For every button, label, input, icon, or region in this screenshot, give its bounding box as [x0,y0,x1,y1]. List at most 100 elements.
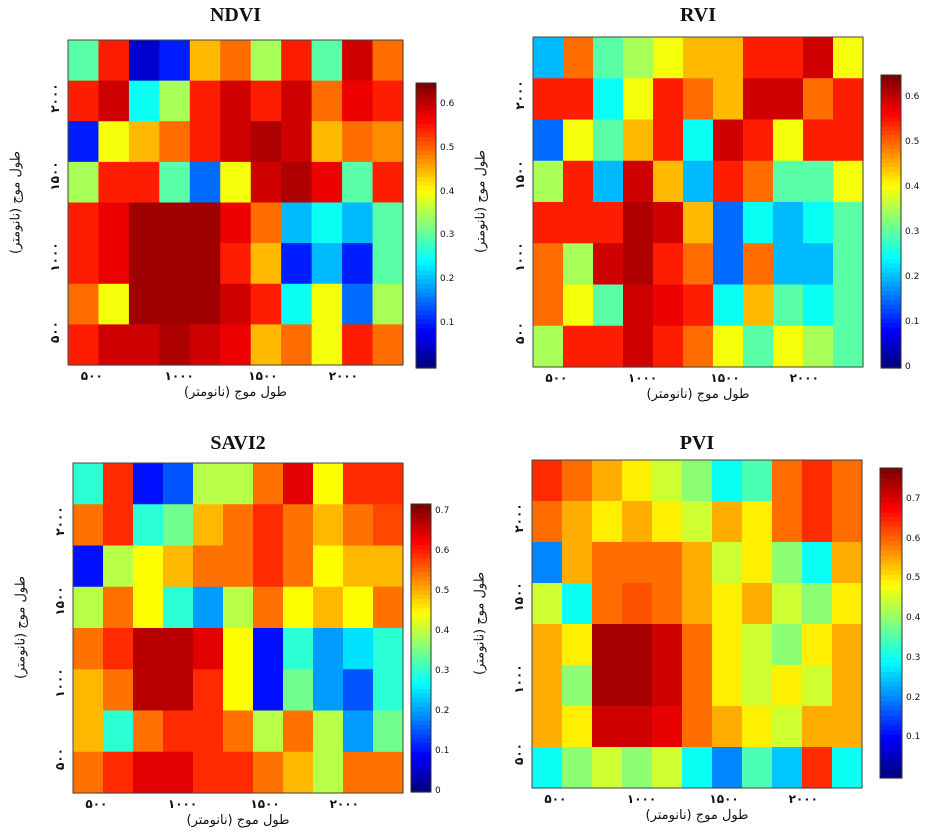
colorbar-segment [416,278,436,284]
colorbar-segment [416,221,436,227]
heatmap-cell [652,583,683,625]
colorbar-segment [416,127,436,133]
heatmap-cell [250,161,282,204]
colorbar-segment [880,753,902,760]
heatmap-cell [128,243,160,285]
heatmap-cell [343,463,374,505]
heatmap-cell [622,460,653,502]
heatmap-cell [743,284,774,327]
heatmap-cell [562,583,593,625]
colorbar-segment [880,584,902,590]
heatmap-cell [743,202,774,244]
heatmap-plot [72,462,404,794]
colorbar-segment [880,700,902,706]
heatmap-cell [223,710,254,753]
colorbar-tick-label: 0.6 [905,91,920,102]
heatmap-cell [68,202,100,244]
x-tick-label: ۱۰۰۰ [626,792,657,806]
colorbar-segment [411,553,431,559]
colorbar-segment [416,172,436,178]
heatmap-cell [652,665,683,707]
colorbar-segment [411,621,431,627]
heatmap-cell [373,586,404,629]
colorbar-segment [411,715,431,721]
colorbar-segment [881,221,901,227]
heatmap-cell [533,119,564,162]
heatmap-cell [372,202,404,244]
colorbar-segment [411,733,431,739]
heatmap-cell [653,119,684,162]
colorbar-segment [880,569,902,576]
heatmap-cell [372,40,404,82]
heatmap-cell [773,325,804,368]
colorbar-segment [880,492,902,498]
heatmap-cell [803,160,834,203]
heatmap-cell [253,669,284,712]
heatmap-cell [682,706,713,748]
y-tick-label: ۵۰۰ [48,320,62,343]
heatmap-cell [563,78,594,121]
heatmap-cell [593,119,624,162]
colorbar-segment [411,535,431,541]
heatmap-cell [623,160,654,203]
colorbar-segment [881,299,901,305]
heatmap-cell [313,669,344,712]
y-tick-label: ۲۰۰۰ [512,503,526,533]
heatmap-cell [128,80,160,122]
heatmap-cell [103,628,134,670]
y-tick-label: ۱۰۰۰ [512,664,526,694]
x-tick-label: ۱۰۰۰ [167,797,198,811]
heatmap-cell [742,501,773,543]
heatmap-cell [343,669,374,712]
heatmap-cell [220,324,252,366]
heatmap-cell [773,37,804,79]
heatmap-cell [98,121,130,163]
heatmap-cell [562,501,593,543]
heatmap-cell [682,583,713,625]
colorbar-tick-label: 0.5 [905,136,920,147]
colorbar-segment [881,129,901,136]
heatmap-cell [283,751,314,794]
colorbar-segment [416,327,436,333]
colorbar-tick-label: 0.2 [906,692,921,703]
colorbar-segment [881,363,901,369]
heatmap-cell [103,710,134,753]
colorbar-segment [881,276,901,282]
heatmap-cell [313,545,344,588]
colorbar-segment [880,681,902,687]
colorbar-tick-label: 0.4 [435,626,450,636]
colorbar-segment [880,705,902,711]
heatmap-cell [133,628,164,670]
colorbar-segment [416,359,436,365]
heatmap-cell [73,545,104,588]
heatmap-cell [713,284,744,327]
heatmap-cell [189,80,221,122]
heatmap-cell [223,504,254,547]
heatmap-cell [683,325,714,368]
colorbar-tick-label: 0.3 [435,666,450,676]
heatmap-cell [683,284,714,327]
y-tick-label: ۲۰۰۰ [53,506,67,537]
colorbar-segment [881,184,901,191]
y-tick-label: ۵۰۰ [512,743,526,766]
heatmap-cell [220,243,252,285]
heatmap-cell [562,460,593,502]
y-axis-label: طول موج (نانومتر) [472,572,488,675]
colorbar-segment [880,724,902,731]
x-tick-label: ۱۵۰۰ [710,371,740,385]
heatmap-cell [342,324,374,366]
colorbar-segment [881,235,901,241]
x-axis-label: طول موج (نانومتر) [186,813,290,828]
colorbar-segment [416,145,436,151]
colorbar-segment [880,564,902,571]
heatmap-cell [533,160,564,203]
colorbar-segment [881,116,901,122]
heatmap-cell [68,243,100,285]
colorbar-segment [416,198,436,204]
colorbar-segment [416,189,436,195]
colorbar-segment [411,594,431,600]
colorbar-segment [416,350,436,356]
heatmap-cell [128,202,160,244]
colorbar-tick-label: 0 [435,786,441,796]
colorbar-segment [411,643,431,649]
